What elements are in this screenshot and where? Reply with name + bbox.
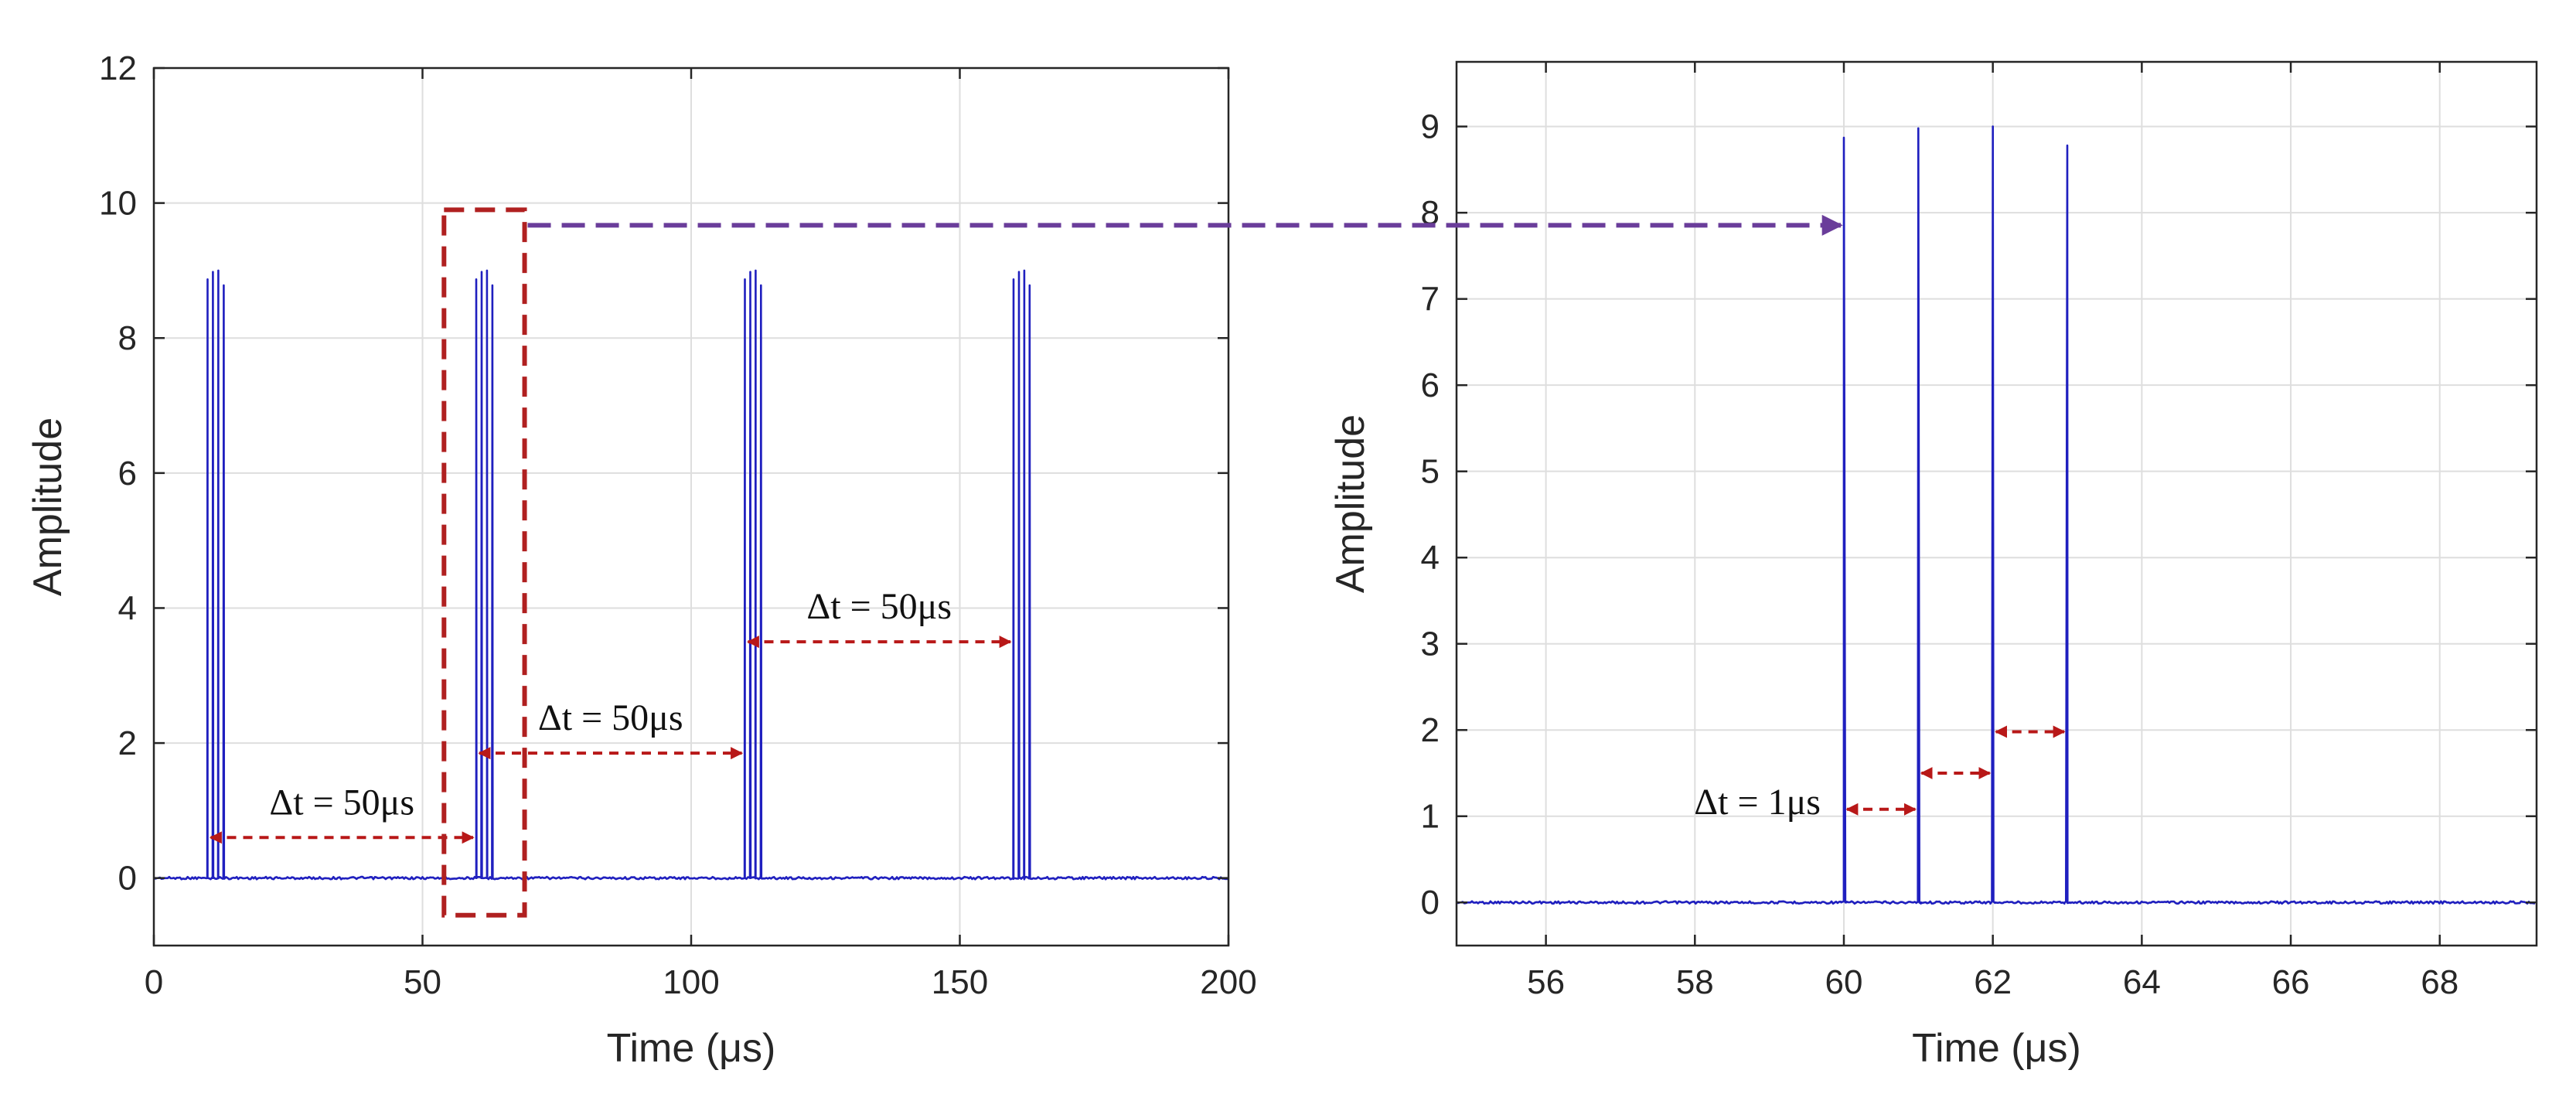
signal-line — [153, 269, 1229, 881]
x-tick-label: 50 — [404, 963, 441, 1001]
y-tick-label: 2 — [1421, 711, 1440, 749]
x-tick-label: 62 — [1974, 963, 2012, 1001]
overview-chart: 0 50 100 150 200 0 2 4 6 8 10 12 Time (μs) Amplitu… — [26, 49, 1257, 1071]
x-tick-label: 68 — [2421, 963, 2458, 1001]
x-tick-label: 200 — [1200, 963, 1256, 1001]
overview-y-ticks: 0 2 4 6 8 10 12 — [99, 49, 1228, 898]
y-tick-label: 12 — [99, 49, 137, 87]
overview-signal — [153, 269, 1229, 881]
x-tick-label: 0 — [145, 963, 163, 1001]
zoom-axes-frame — [1455, 60, 2538, 947]
delta-t-label: Δt = 1μs — [1694, 782, 1821, 823]
delta-t-label: Δt = 50μs — [806, 586, 952, 627]
zoom-grid — [1457, 62, 2537, 946]
y-tick-label: 6 — [118, 455, 137, 492]
y-tick-label: 3 — [1421, 625, 1440, 663]
x-tick-label: 150 — [932, 963, 988, 1001]
overview-y-axis-label: Amplitude — [26, 417, 70, 596]
x-tick-label: 100 — [663, 963, 719, 1001]
y-tick-label: 2 — [118, 724, 137, 762]
delta-t-label: Δt = 50μs — [538, 697, 683, 738]
zoom-x-ticks: 56 58 60 62 64 66 68 — [1527, 62, 2458, 1001]
delta-t-label: Δt = 50μs — [269, 782, 414, 823]
y-tick-label: 4 — [118, 589, 137, 627]
overview-annotations: Δt = 50μs Δt = 50μs Δt = 50μs — [209, 586, 1012, 844]
overview-x-ticks: 0 50 100 150 200 — [145, 68, 1257, 1001]
y-tick-label: 6 — [1421, 366, 1440, 404]
zoom-region-box — [441, 207, 527, 918]
x-tick-label: 60 — [1825, 963, 1863, 1001]
y-tick-label: 8 — [118, 319, 137, 357]
x-tick-label: 66 — [2272, 963, 2310, 1001]
overview-x-axis-label: Time (μs) — [607, 1026, 776, 1071]
y-tick-label: 0 — [118, 860, 137, 898]
x-tick-label: 64 — [2123, 963, 2161, 1001]
signal-line — [1456, 125, 2536, 905]
y-tick-label: 0 — [1421, 884, 1440, 922]
y-tick-label: 9 — [1421, 108, 1440, 146]
x-tick-label: 56 — [1527, 963, 1565, 1001]
y-tick-label: 7 — [1421, 281, 1440, 319]
x-tick-label: 58 — [1676, 963, 1714, 1001]
y-tick-label: 10 — [99, 185, 137, 223]
zoom-x-axis-label: Time (μs) — [1912, 1026, 2081, 1071]
y-tick-label: 5 — [1421, 453, 1440, 491]
y-tick-label: 4 — [1421, 539, 1440, 577]
zoom-annotations: Δt = 1μs — [1694, 725, 2066, 823]
zoom-signal — [1456, 125, 2536, 905]
zoom-y-axis-label: Amplitude — [1328, 414, 1373, 593]
y-tick-label: 1 — [1421, 798, 1440, 836]
